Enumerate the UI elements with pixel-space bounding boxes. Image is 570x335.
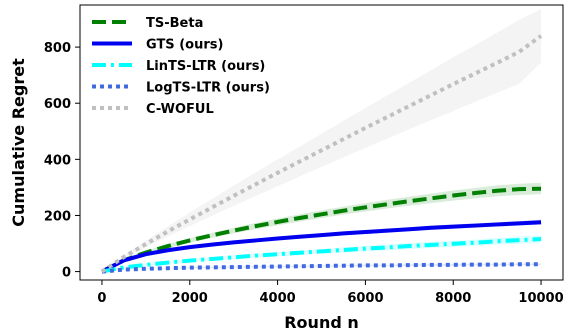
legend-label-logts-ltr-ours: LogTS-LTR (ours) xyxy=(146,81,270,96)
series-line-logts-ltr-ours xyxy=(101,262,542,274)
x-tick-label: 10000 xyxy=(518,291,563,306)
legend-label-c-woful: C-WOFUL xyxy=(146,102,214,117)
plot-frame xyxy=(79,4,564,281)
y-tick-label: 400 xyxy=(44,153,71,168)
y-axis-label: Cumulative Regret xyxy=(9,58,28,227)
series-line-ts-beta xyxy=(101,186,542,274)
x-axis-label: Round n xyxy=(284,313,359,332)
x-tick-label: 6000 xyxy=(347,291,383,306)
x-tick-label: 2000 xyxy=(172,291,208,306)
x-tick-label: 4000 xyxy=(259,291,295,306)
x-axis: 0 2000 4000 6000 8000 10000 xyxy=(97,280,564,306)
legend-label-lints-ltr-ours: LinTS-LTR (ours) xyxy=(146,59,265,74)
series-line-gts-ours xyxy=(101,220,542,274)
x-tick-label: 8000 xyxy=(435,291,471,306)
y-axis: 0 200 400 600 800 xyxy=(44,41,80,281)
y-tick-label: 600 xyxy=(44,97,71,112)
series-line-lints-ltr-ours xyxy=(101,237,542,274)
legend: TS-Beta GTS (ours) LinTS-LTR (ours) LogTS-L… xyxy=(92,16,270,117)
series-lines xyxy=(100,34,543,274)
y-tick-label: 0 xyxy=(62,266,71,281)
legend-label-gts-ours: GTS (ours) xyxy=(146,38,223,53)
series-line-c-woful xyxy=(100,34,543,274)
band-c-woful xyxy=(101,9,542,272)
x-tick-label: 0 xyxy=(97,291,106,306)
legend-label-ts-beta: TS-Beta xyxy=(146,16,203,31)
y-tick-label: 200 xyxy=(44,209,71,224)
y-tick-label: 800 xyxy=(44,41,71,56)
